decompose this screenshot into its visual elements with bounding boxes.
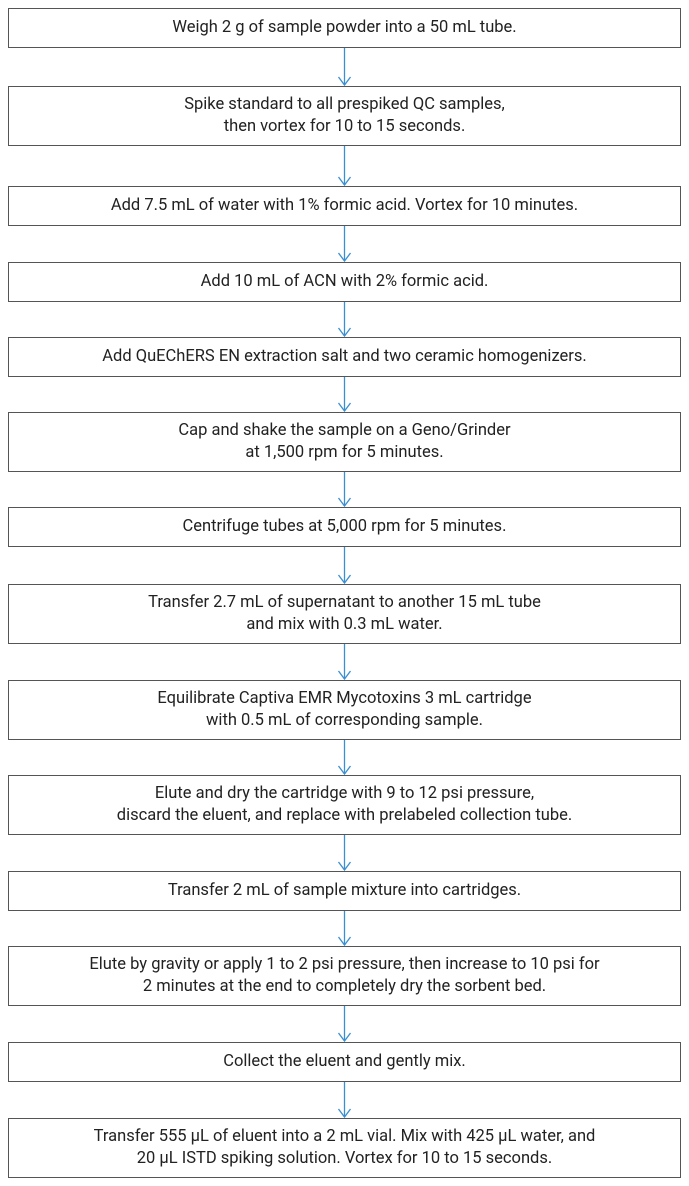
step-text: then vortex for 10 to 15 seconds. xyxy=(223,117,466,136)
arrow xyxy=(337,936,352,947)
step-text: discard the eluent, and replace with pre… xyxy=(116,806,573,825)
arrow xyxy=(337,327,352,338)
arrow xyxy=(337,670,352,681)
step-text: Elute and dry the cartridge with 9 to 12… xyxy=(154,784,535,803)
step-box: Transfer 2.7 mL of supernatant to anothe… xyxy=(8,584,681,644)
step-box: Spike standard to all prespiked QC sampl… xyxy=(8,86,681,146)
step-box: Collect the eluent and gently mix. xyxy=(8,1042,681,1082)
step-box: Add QuEChERS EN extraction salt and two … xyxy=(8,337,681,377)
step-text: Collect the eluent and gently mix. xyxy=(223,1052,466,1071)
arrow xyxy=(337,402,352,413)
step-box: Elute and dry the cartridge with 9 to 12… xyxy=(8,775,681,835)
step-box: Elute by gravity or apply 1 to 2 psi pre… xyxy=(8,946,681,1006)
arrow xyxy=(337,252,352,263)
step-text: and mix with 0.3 mL water. xyxy=(246,615,443,634)
step-text: with 0.5 mL of corresponding sample. xyxy=(206,711,483,730)
arrow xyxy=(337,1108,352,1119)
step-text: Transfer 2 mL of sample mixture into car… xyxy=(167,881,522,900)
step-box: Weigh 2 g of sample powder into a 50 mL … xyxy=(8,8,681,48)
step-text: Centrifuge tubes at 5,000 rpm for 5 minu… xyxy=(182,517,507,536)
arrow xyxy=(337,497,352,508)
step-text: Add 10 mL of ACN with 2% formic acid. xyxy=(200,272,489,291)
arrow xyxy=(337,1032,352,1043)
arrow xyxy=(337,574,352,585)
step-text: Transfer 555 µL of eluent into a 2 mL vi… xyxy=(93,1127,596,1146)
step-box: Cap and shake the sample on a Geno/Grind… xyxy=(8,412,681,472)
step-text: Add QuEChERS EN extraction salt and two … xyxy=(102,347,587,366)
arrow xyxy=(337,76,352,87)
step-box: Add 10 mL of ACN with 2% formic acid. xyxy=(8,262,681,302)
step-text: Transfer 2.7 mL of supernatant to anothe… xyxy=(148,593,541,612)
step-text: at 1,500 rpm for 5 minutes. xyxy=(245,443,444,462)
step-text: Weigh 2 g of sample powder into a 50 mL … xyxy=(172,18,517,37)
step-text: Equilibrate Captiva EMR Mycotoxins 3 mL … xyxy=(157,689,532,708)
step-text: Add 7.5 mL of water with 1% formic acid.… xyxy=(110,196,579,215)
step-box: Centrifuge tubes at 5,000 rpm for 5 minu… xyxy=(8,507,681,547)
step-box: Add 7.5 mL of water with 1% formic acid.… xyxy=(8,186,681,226)
step-box: Transfer 555 µL of eluent into a 2 mL vi… xyxy=(8,1118,681,1178)
step-text: 2 minutes at the end to completely dry t… xyxy=(142,977,547,996)
step-text: Cap and shake the sample on a Geno/Grind… xyxy=(178,421,511,440)
step-text: 20 µL ISTD spiking solution. Vortex for … xyxy=(136,1149,553,1168)
arrow xyxy=(337,176,352,187)
step-box: Equilibrate Captiva EMR Mycotoxins 3 mL … xyxy=(8,680,681,740)
arrow xyxy=(337,861,352,872)
arrow xyxy=(337,765,352,776)
step-text: Elute by gravity or apply 1 to 2 psi pre… xyxy=(89,955,600,974)
step-box: Transfer 2 mL of sample mixture into car… xyxy=(8,871,681,911)
step-text: Spike standard to all prespiked QC sampl… xyxy=(184,95,505,114)
